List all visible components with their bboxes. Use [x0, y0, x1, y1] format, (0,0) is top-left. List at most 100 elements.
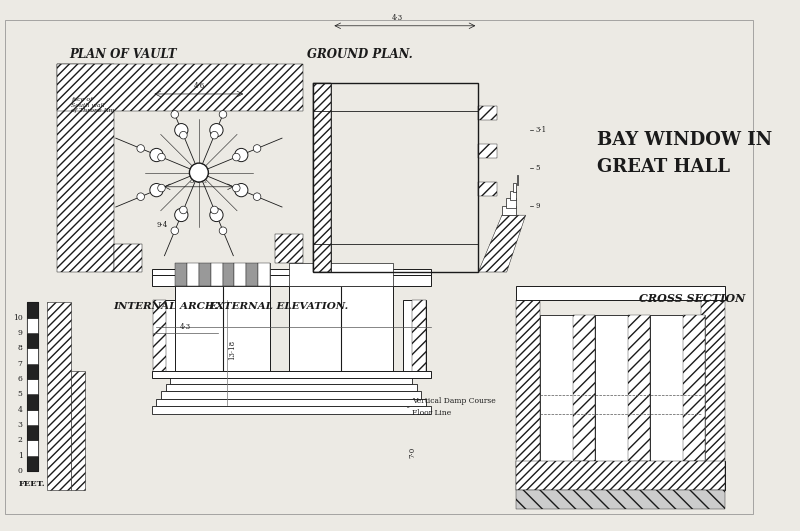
Polygon shape: [114, 244, 142, 272]
Circle shape: [190, 163, 208, 182]
Text: INTERNAL ARCH.: INTERNAL ARCH.: [114, 302, 219, 311]
Bar: [502, 205, 516, 215]
Polygon shape: [516, 301, 540, 490]
Bar: [26, 348, 38, 364]
Text: 9·4: 9·4: [156, 221, 167, 229]
Bar: [222, 262, 234, 286]
Text: Floor Line: Floor Line: [412, 409, 451, 417]
Circle shape: [174, 124, 188, 137]
Bar: [210, 262, 222, 286]
Bar: [510, 191, 516, 200]
Bar: [26, 302, 38, 471]
Bar: [151, 371, 431, 378]
Text: 3: 3: [18, 421, 22, 429]
Bar: [199, 262, 210, 286]
Polygon shape: [573, 315, 594, 461]
Polygon shape: [683, 315, 705, 461]
Bar: [161, 391, 422, 399]
Bar: [594, 315, 628, 461]
Polygon shape: [47, 302, 71, 490]
Bar: [166, 384, 417, 391]
Text: 0: 0: [18, 467, 22, 475]
Text: 5: 5: [18, 390, 22, 398]
Circle shape: [158, 184, 166, 192]
Bar: [26, 440, 38, 456]
Polygon shape: [57, 64, 303, 111]
Text: 3·4½: 3·4½: [190, 177, 208, 185]
Text: 2: 2: [18, 436, 22, 444]
Bar: [175, 286, 270, 372]
Bar: [517, 175, 518, 185]
Bar: [628, 315, 650, 461]
Circle shape: [210, 131, 218, 139]
Text: GROUND PLAN.: GROUND PLAN.: [307, 48, 413, 61]
Bar: [402, 301, 426, 376]
Bar: [26, 318, 38, 333]
Circle shape: [171, 110, 178, 118]
Bar: [683, 315, 705, 461]
Circle shape: [210, 124, 223, 137]
Circle shape: [233, 153, 240, 161]
Bar: [151, 407, 431, 414]
Bar: [187, 262, 199, 286]
Text: 4·6: 4·6: [194, 82, 205, 90]
Text: 9: 9: [535, 202, 539, 210]
Text: 4·3: 4·3: [392, 14, 403, 22]
Bar: [516, 461, 725, 490]
Bar: [156, 399, 426, 407]
Circle shape: [233, 184, 240, 192]
Text: 7: 7: [18, 359, 22, 367]
Bar: [154, 301, 177, 376]
Text: face of
South wall
of Throne Rm: face of South wall of Throne Rm: [71, 97, 114, 114]
Bar: [246, 262, 258, 286]
Bar: [26, 333, 38, 348]
Circle shape: [234, 184, 248, 197]
Polygon shape: [149, 123, 249, 222]
Bar: [313, 83, 478, 272]
Bar: [175, 262, 187, 286]
Circle shape: [254, 144, 261, 152]
Text: 5: 5: [535, 164, 539, 172]
Bar: [289, 286, 393, 372]
Polygon shape: [57, 64, 114, 272]
Bar: [151, 275, 431, 286]
Polygon shape: [274, 234, 303, 262]
Bar: [26, 425, 38, 440]
Text: 1: 1: [18, 451, 22, 459]
Circle shape: [180, 206, 187, 214]
Circle shape: [137, 144, 145, 152]
Polygon shape: [478, 182, 498, 196]
Bar: [26, 409, 38, 425]
Text: CROSS SECTION: CROSS SECTION: [639, 293, 746, 304]
Polygon shape: [412, 301, 426, 376]
Circle shape: [171, 227, 178, 235]
Bar: [258, 262, 270, 286]
Circle shape: [180, 131, 187, 139]
Text: 8: 8: [18, 344, 22, 352]
Bar: [573, 315, 594, 461]
Circle shape: [210, 208, 223, 221]
Circle shape: [150, 148, 163, 161]
Text: EXTERNAL ELEVATION.: EXTERNAL ELEVATION.: [208, 302, 349, 311]
Bar: [151, 269, 431, 275]
Text: 7·0: 7·0: [408, 447, 416, 458]
Text: FEET.: FEET.: [19, 481, 46, 489]
Polygon shape: [478, 106, 498, 121]
Circle shape: [219, 110, 226, 118]
Bar: [650, 315, 683, 461]
Circle shape: [137, 193, 145, 201]
Text: 4·3: 4·3: [180, 323, 191, 331]
Text: PLAN OF VAULT: PLAN OF VAULT: [70, 48, 177, 61]
Bar: [26, 364, 38, 379]
Bar: [516, 286, 725, 301]
Text: Vertical Damp Course: Vertical Damp Course: [407, 397, 496, 407]
Bar: [26, 456, 38, 471]
Polygon shape: [478, 144, 498, 158]
Circle shape: [150, 184, 163, 197]
Bar: [170, 376, 412, 384]
Circle shape: [158, 153, 166, 161]
Text: 3·1: 3·1: [535, 126, 546, 134]
Circle shape: [219, 227, 226, 235]
Polygon shape: [154, 301, 166, 376]
Bar: [506, 198, 516, 208]
